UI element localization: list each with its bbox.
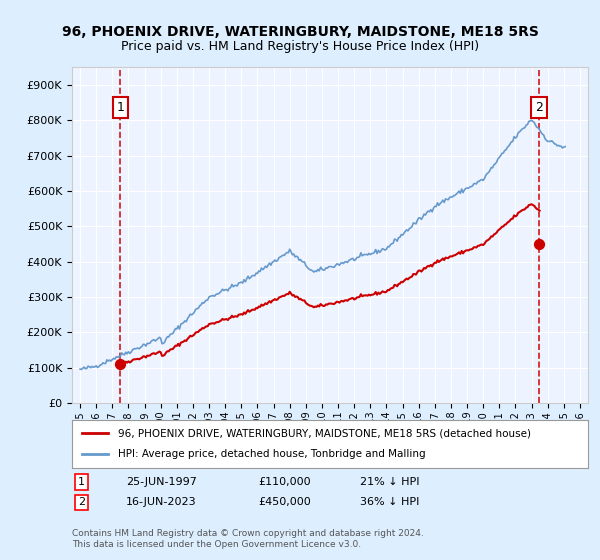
Text: £110,000: £110,000 (258, 477, 311, 487)
Text: HPI: Average price, detached house, Tonbridge and Malling: HPI: Average price, detached house, Tonb… (118, 449, 426, 459)
Text: 96, PHOENIX DRIVE, WATERINGBURY, MAIDSTONE, ME18 5RS (detached house): 96, PHOENIX DRIVE, WATERINGBURY, MAIDSTO… (118, 428, 532, 438)
Text: Price paid vs. HM Land Registry's House Price Index (HPI): Price paid vs. HM Land Registry's House … (121, 40, 479, 53)
Text: £450,000: £450,000 (258, 497, 311, 507)
Point (115, 360, 125, 369)
Text: 96, PHOENIX DRIVE, WATERINGBURY, MAIDSTONE, ME18 5RS: 96, PHOENIX DRIVE, WATERINGBURY, MAIDSTO… (62, 25, 538, 39)
Text: 1: 1 (78, 477, 85, 487)
Text: 2: 2 (78, 497, 85, 507)
Text: 21% ↓ HPI: 21% ↓ HPI (360, 477, 419, 487)
Text: Contains HM Land Registry data © Crown copyright and database right 2024.
This d: Contains HM Land Registry data © Crown c… (72, 529, 424, 549)
Point (534, 240, 544, 249)
Text: 36% ↓ HPI: 36% ↓ HPI (360, 497, 419, 507)
Text: 1: 1 (116, 101, 124, 114)
Text: 16-JUN-2023: 16-JUN-2023 (126, 497, 197, 507)
Text: 25-JUN-1997: 25-JUN-1997 (126, 477, 197, 487)
Text: 2: 2 (535, 101, 543, 114)
